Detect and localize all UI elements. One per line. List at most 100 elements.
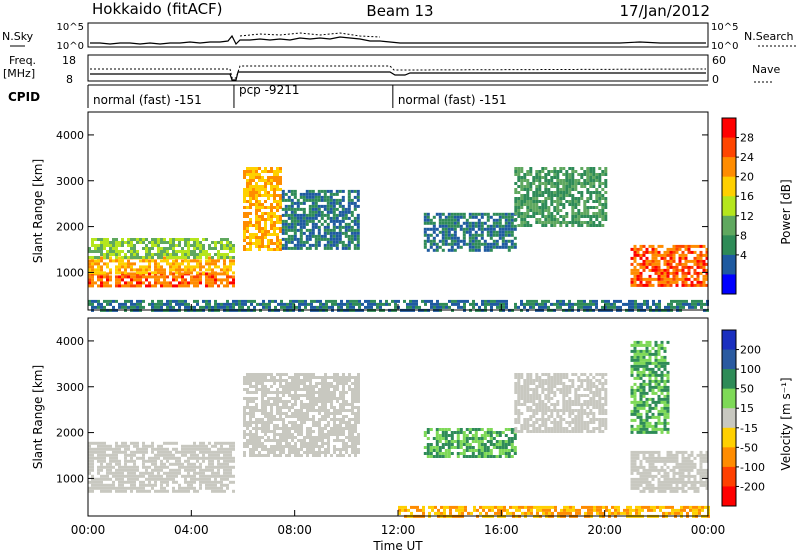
power-cell [501, 227, 505, 231]
power-cell [412, 305, 415, 309]
velocity-cell [270, 409, 273, 412]
power-cell [394, 302, 397, 306]
velocity-cell [300, 412, 303, 415]
power-cell [323, 198, 327, 202]
velocity-cell [288, 388, 291, 391]
velocity-cell [261, 379, 264, 382]
velocity-cell [514, 400, 518, 403]
velocity-cell [205, 456, 208, 460]
power-cell [293, 216, 297, 220]
velocity-cell [103, 459, 106, 463]
velocity-cell [112, 453, 115, 457]
velocity-cell [520, 397, 524, 400]
velocity-cell [229, 444, 232, 448]
power-cell [654, 256, 658, 260]
power-cell [565, 170, 569, 173]
power-cell [654, 253, 658, 257]
power-cell [535, 200, 539, 203]
velocity-cell [273, 448, 276, 451]
power-cell [293, 243, 297, 247]
power-cell [190, 253, 193, 256]
power-cell [94, 281, 97, 285]
power-cell [338, 225, 342, 229]
power-cell [471, 239, 475, 243]
velocity-cell [160, 444, 163, 448]
velocity-cell [190, 483, 193, 487]
velocity-cell [544, 430, 548, 433]
velocity-cell [109, 468, 112, 472]
velocity-cell [208, 456, 211, 460]
velocity-cell [243, 454, 246, 457]
power-cell [232, 244, 235, 247]
velocity-cell [517, 412, 521, 415]
power-cell [91, 278, 94, 282]
power-cell [326, 207, 330, 211]
velocity-cell [255, 430, 258, 433]
velocity-cell [583, 379, 587, 382]
velocity-cell [592, 412, 596, 415]
power-cell [258, 173, 261, 176]
velocity-cell [517, 415, 521, 418]
velocity-cell [432, 446, 436, 449]
power-cell [292, 299, 295, 303]
power-cell [241, 305, 244, 309]
power-cell [178, 271, 181, 275]
power-cell [253, 305, 256, 309]
power-cell [565, 176, 569, 179]
power-cell [252, 188, 255, 191]
velocity-cell [309, 379, 312, 382]
velocity-cell [115, 462, 118, 466]
power-cell [258, 239, 261, 242]
power-cell [565, 215, 569, 218]
power-cell [100, 250, 103, 253]
power-cell [196, 271, 199, 275]
power-cell [267, 176, 270, 179]
power-cell [517, 209, 521, 212]
velocity-cell [589, 421, 593, 424]
power-cell [529, 173, 533, 176]
nave-tick-bottom: 0 [712, 73, 719, 86]
velocity-cell [318, 448, 321, 451]
power-cell [305, 195, 309, 199]
power-cell [270, 242, 273, 245]
power-cell [199, 268, 202, 272]
power-cell [633, 274, 637, 278]
velocity-cell [324, 406, 327, 409]
power-cell [178, 241, 181, 244]
power-cell [319, 305, 322, 309]
power-cell [657, 283, 661, 287]
power-cell [547, 299, 550, 303]
power-cell [106, 278, 109, 282]
velocity-cell [267, 400, 270, 403]
power-cell [130, 244, 133, 247]
power-cell [513, 242, 517, 246]
power-cell [598, 194, 602, 197]
power-cell [238, 299, 241, 303]
power-cell [279, 227, 282, 230]
power-cell [444, 224, 448, 228]
power-cell [145, 253, 148, 256]
velocity-cell [214, 480, 217, 484]
velocity-cell [193, 465, 196, 469]
power-cell [103, 305, 106, 309]
velocity-cell [354, 397, 357, 400]
power-cell [279, 221, 282, 224]
velocity-cell [574, 409, 578, 412]
velocity-cell [97, 480, 100, 484]
velocity-cell [565, 403, 569, 406]
power-cell [196, 247, 199, 250]
velocity-cell [211, 459, 214, 463]
velocity-cell [300, 433, 303, 436]
power-cell [229, 275, 232, 279]
power-cell [347, 210, 351, 214]
velocity-cell [342, 415, 345, 418]
power-cell [577, 302, 580, 306]
velocity-cell [577, 424, 581, 427]
power-cell [550, 200, 554, 203]
velocity-cell [556, 415, 560, 418]
power-cell [645, 283, 649, 287]
power-cell [675, 274, 679, 278]
power-cell [305, 246, 309, 250]
velocity-cell [354, 454, 357, 457]
power-cell [175, 259, 178, 263]
